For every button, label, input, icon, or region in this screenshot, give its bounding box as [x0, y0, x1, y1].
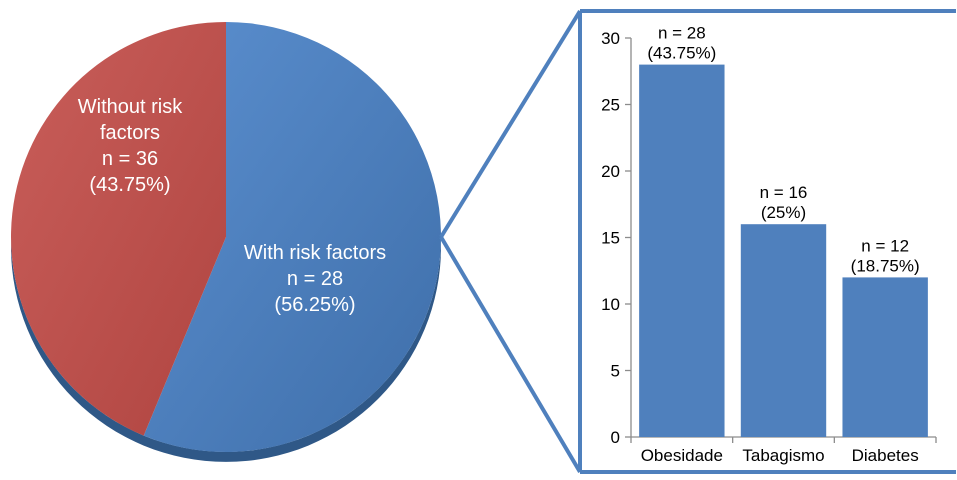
- pie-label-line: factors: [100, 122, 160, 144]
- zoom-connector-lines: [439, 9, 582, 474]
- y-tick-label: 25: [601, 96, 620, 115]
- y-tick-label: 5: [611, 362, 620, 381]
- pie-slice-with-risk-factors: [143, 22, 441, 453]
- pie-label-line: With risk factors: [244, 242, 386, 264]
- bar-data-label-line: n = 12: [861, 236, 909, 255]
- bar-data-label-line: (43.75%): [647, 44, 716, 63]
- x-axis: Obesidade Tabagismo Diabetes: [630, 436, 937, 465]
- bar-obesidade: [639, 64, 725, 437]
- pie-label-line: (56.25%): [274, 294, 355, 316]
- pie-label-line: (43.75%): [89, 174, 170, 196]
- connector-line-top: [439, 9, 582, 239]
- bar-data-label: n = 16 (25%): [760, 183, 808, 222]
- bar-data-label-line: n = 28: [658, 24, 706, 43]
- pie-label-without-risk-factors: Without risk factors n = 36 (43.75%): [78, 96, 183, 196]
- y-axis: 0 5 10 15 20 25 30: [601, 29, 632, 447]
- bar-data-label-line: n = 16: [760, 183, 808, 202]
- pie-label-with-risk-factors: With risk factors n = 28 (56.25%): [244, 242, 386, 316]
- bar-chart-frame: [578, 9, 956, 474]
- bar-data-label-line: (25%): [761, 203, 806, 222]
- y-tick-label: 30: [601, 29, 620, 48]
- bar-data-label: n = 12 (18.75%): [851, 236, 920, 275]
- x-tick-label: Obesidade: [641, 446, 723, 465]
- y-tick-label: 15: [601, 229, 620, 248]
- y-tick-label: 10: [601, 295, 620, 314]
- bar-tabagismo: [740, 224, 827, 437]
- bar-diabetes: [842, 277, 928, 437]
- risk-factors-pie-chart: With risk factors n = 28 (56.25%) Without …: [11, 22, 441, 462]
- y-tick-label: 20: [601, 162, 620, 181]
- bars: [639, 64, 928, 437]
- bar-data-label-line: (18.75%): [851, 256, 920, 275]
- bar-data-label: n = 28 (43.75%): [647, 24, 716, 63]
- connector-line-bottom: [439, 235, 582, 474]
- pie-label-line: n = 28: [287, 268, 343, 290]
- x-tick-label: Diabetes: [852, 446, 919, 465]
- pie-label-line: Without risk: [78, 96, 183, 118]
- x-tick-label: Tabagismo: [742, 446, 824, 465]
- pie-slice-without-risk-factors: [11, 22, 226, 436]
- bar-data-labels: n = 28 (43.75%) n = 16 (25%) n = 12 (18.75%): [647, 24, 919, 276]
- y-tick-label: 0: [611, 428, 620, 447]
- pie-label-line: n = 36: [102, 148, 158, 170]
